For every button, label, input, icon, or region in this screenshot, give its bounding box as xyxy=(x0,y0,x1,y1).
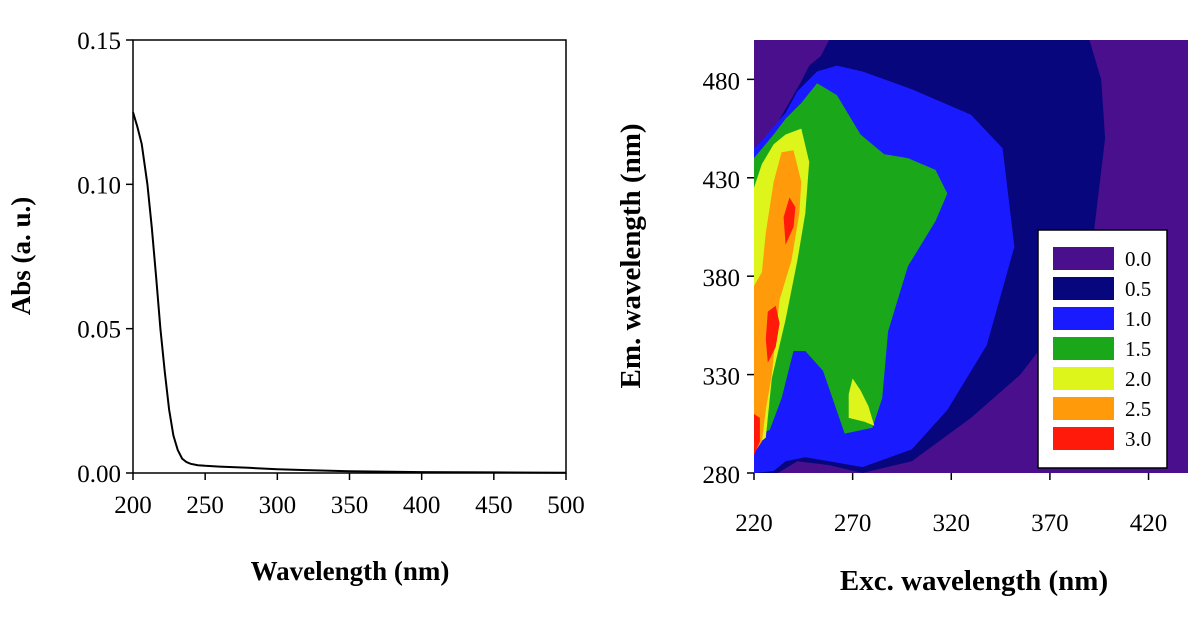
x-tick-label: 350 xyxy=(331,492,369,519)
legend-label: 2.0 xyxy=(1125,367,1151,391)
legend-swatch xyxy=(1053,367,1114,390)
absorbance-y-tick-labels: 0.00 0.05 0.10 0.15 xyxy=(77,28,121,488)
eem-legend-items: 0.0 0.5 1.0 1.5 2.0 2.5 3.0 xyxy=(1053,247,1151,451)
legend-label: 0.0 xyxy=(1125,247,1151,271)
y-tick-label: 380 xyxy=(703,265,741,292)
legend-swatch xyxy=(1053,277,1114,300)
absorbance-plot-frame xyxy=(132,39,567,474)
eem-x-tick-labels: 220 270 320 370 420 xyxy=(735,510,1167,537)
legend-label: 1.5 xyxy=(1125,337,1151,361)
x-tick-label: 370 xyxy=(1031,510,1069,537)
x-tick-label: 270 xyxy=(834,510,872,537)
y-tick-label: 0.00 xyxy=(77,461,121,488)
x-tick-label: 220 xyxy=(735,510,773,537)
x-tick-label: 300 xyxy=(259,492,297,519)
absorbance-y-axis-label: Abs (a. u.) xyxy=(6,197,36,316)
x-tick-label: 250 xyxy=(186,492,224,519)
eem-y-axis-label: Em. wavelength (nm) xyxy=(615,123,647,388)
legend-label: 2.5 xyxy=(1125,397,1151,421)
contour-region xyxy=(765,305,780,363)
eem-x-axis-label: Exc. wavelength (nm) xyxy=(840,565,1108,597)
legend-label: 3.0 xyxy=(1125,427,1151,451)
y-tick-label: 280 xyxy=(703,462,741,489)
y-tick-label: 330 xyxy=(703,364,741,391)
x-tick-label: 320 xyxy=(933,510,971,537)
legend-label: 0.5 xyxy=(1125,277,1151,301)
eem-contour-regions xyxy=(754,40,1106,473)
contour-region xyxy=(783,197,796,245)
y-tick-label: 430 xyxy=(703,167,741,194)
y-tick-label: 0.10 xyxy=(77,172,121,199)
legend-swatch xyxy=(1053,307,1114,330)
y-tick-label: 0.05 xyxy=(77,317,121,344)
x-tick-label: 420 xyxy=(1130,510,1168,537)
absorbance-ticks xyxy=(126,39,567,480)
legend-label: 1.0 xyxy=(1125,307,1151,331)
legend-swatch xyxy=(1053,427,1114,450)
x-tick-label: 450 xyxy=(475,492,513,519)
absorbance-x-axis-label: Wavelength (nm) xyxy=(251,556,450,586)
y-tick-label: 0.15 xyxy=(77,28,121,55)
x-tick-label: 500 xyxy=(547,492,585,519)
legend-swatch xyxy=(1053,337,1114,360)
x-tick-label: 200 xyxy=(114,492,152,519)
eem-chart: 220 270 320 370 420 280 330 380 430 480 0.0 0.5 1.… xyxy=(615,40,1188,597)
eem-y-tick-labels: 280 330 380 430 480 xyxy=(703,68,741,489)
contour-region xyxy=(848,378,875,426)
legend-swatch xyxy=(1053,397,1114,420)
contour-region xyxy=(754,414,760,456)
absorbance-series-line xyxy=(132,111,567,474)
absorbance-x-tick-labels: 200 250 300 350 400 450 500 xyxy=(114,492,585,519)
y-tick-label: 480 xyxy=(703,68,741,95)
x-tick-label: 400 xyxy=(403,492,441,519)
legend-swatch xyxy=(1053,247,1114,270)
absorbance-chart: 200 250 300 350 400 450 500 0.00 0.05 0.10 0.15 W… xyxy=(6,28,585,586)
eem-ticks xyxy=(747,78,1150,480)
eem-legend: 0.0 0.5 1.0 1.5 2.0 2.5 3.0 xyxy=(1037,229,1168,469)
